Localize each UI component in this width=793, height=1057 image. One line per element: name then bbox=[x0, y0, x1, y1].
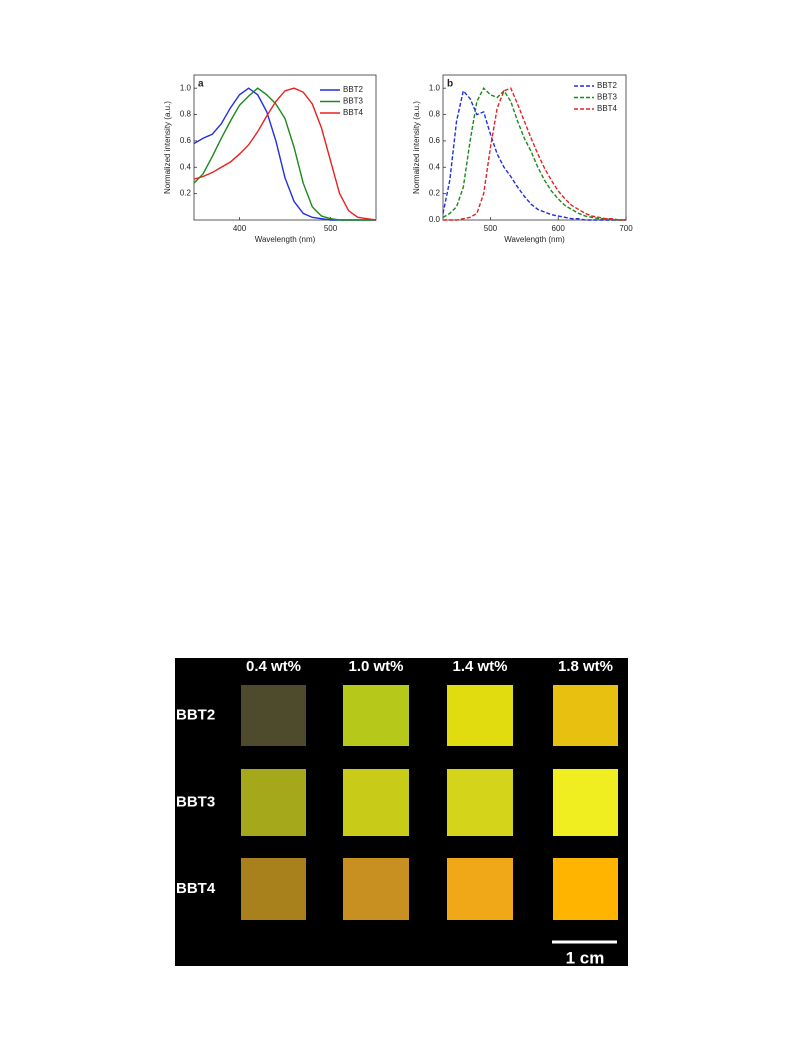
film-sample bbox=[343, 685, 409, 746]
series-line bbox=[193, 87, 376, 221]
series-line bbox=[442, 89, 626, 221]
film-sample bbox=[553, 769, 618, 836]
scale-bar-label: 1 cm bbox=[566, 948, 605, 967]
column-label: 0.4 wt% bbox=[246, 658, 301, 675]
y-tick-label: 0.8 bbox=[429, 110, 441, 119]
y-tick-label: 0.6 bbox=[429, 136, 441, 145]
y-tick-label: 0.2 bbox=[429, 189, 441, 198]
film-sample bbox=[241, 769, 306, 836]
x-tick-label: 400 bbox=[233, 224, 247, 233]
plot-frame bbox=[193, 74, 377, 221]
x-tick-label: 700 bbox=[619, 224, 633, 233]
y-tick-label: 0.8 bbox=[180, 110, 192, 119]
legend-label: BBT3 bbox=[597, 93, 618, 102]
panel-label: b bbox=[447, 79, 453, 90]
y-tick-label: 0.4 bbox=[429, 162, 441, 171]
legend-label: BBT2 bbox=[597, 81, 618, 90]
legend-label: BBT4 bbox=[597, 104, 618, 113]
film-sample bbox=[553, 858, 618, 920]
y-tick-label: 1.0 bbox=[180, 83, 192, 92]
row-label: BBT3 bbox=[176, 793, 215, 810]
y-tick-label: 1.0 bbox=[429, 83, 441, 92]
x-axis-label: Wavelength (nm) bbox=[255, 235, 316, 244]
column-label: 1.8 wt% bbox=[558, 658, 613, 675]
legend-label: BBT3 bbox=[343, 97, 364, 106]
row-label: BBT4 bbox=[176, 880, 216, 897]
plot-frame bbox=[442, 74, 627, 221]
y-tick-label: 0.4 bbox=[180, 162, 192, 171]
y-axis-label: Normalized intensity (a.u.) bbox=[163, 101, 172, 194]
row-label: BBT2 bbox=[176, 706, 215, 723]
series-line bbox=[443, 87, 626, 221]
film-sample bbox=[343, 769, 409, 836]
y-tick-label: 0.2 bbox=[180, 189, 192, 198]
y-tick-label: 0.0 bbox=[429, 215, 441, 224]
y-axis-label: Normalized intensity (a.u.) bbox=[412, 101, 421, 194]
film-sample bbox=[447, 685, 513, 746]
column-label: 1.4 wt% bbox=[452, 658, 507, 675]
x-tick-label: 500 bbox=[484, 224, 498, 233]
legend-label: BBT4 bbox=[343, 108, 364, 117]
column-label: 1.0 wt% bbox=[348, 658, 403, 675]
x-tick-label: 500 bbox=[324, 224, 338, 233]
film-sample bbox=[343, 858, 409, 920]
legend-label: BBT2 bbox=[343, 85, 364, 94]
series-line bbox=[193, 87, 377, 221]
panel-label: a bbox=[198, 79, 204, 90]
y-tick-label: 0.6 bbox=[180, 136, 192, 145]
film-sample bbox=[447, 769, 513, 836]
film-sample bbox=[241, 685, 306, 746]
series-line bbox=[442, 87, 626, 221]
film-sample bbox=[241, 858, 306, 920]
film-sample bbox=[553, 685, 618, 746]
x-tick-label: 600 bbox=[552, 224, 566, 233]
film-sample bbox=[447, 858, 513, 920]
x-axis-label: Wavelength (nm) bbox=[504, 235, 565, 244]
